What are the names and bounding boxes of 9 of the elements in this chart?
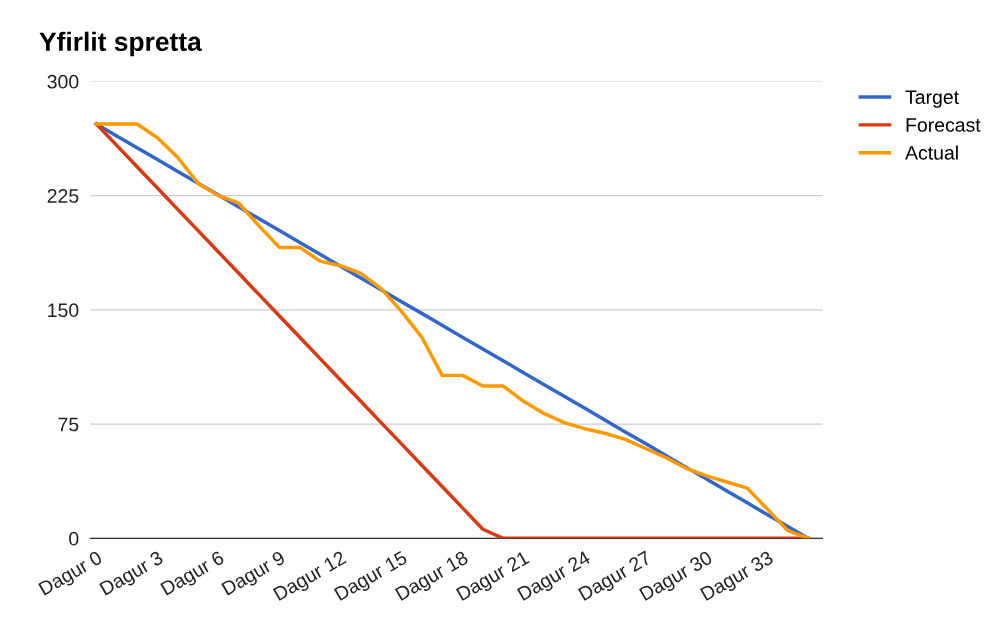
legend-label: Target bbox=[905, 90, 959, 108]
y-tick-label: 225 bbox=[47, 189, 79, 203]
legend-label: Actual bbox=[905, 145, 958, 160]
y-tick-label: 75 bbox=[58, 417, 79, 432]
y-tick-label: 0 bbox=[69, 531, 79, 546]
chart-title: Yfirlit spretta bbox=[39, 31, 202, 57]
legend-label: Forecast bbox=[906, 118, 981, 132]
y-tick-label: 150 bbox=[48, 303, 79, 318]
y-tick-label: 300 bbox=[47, 74, 79, 89]
